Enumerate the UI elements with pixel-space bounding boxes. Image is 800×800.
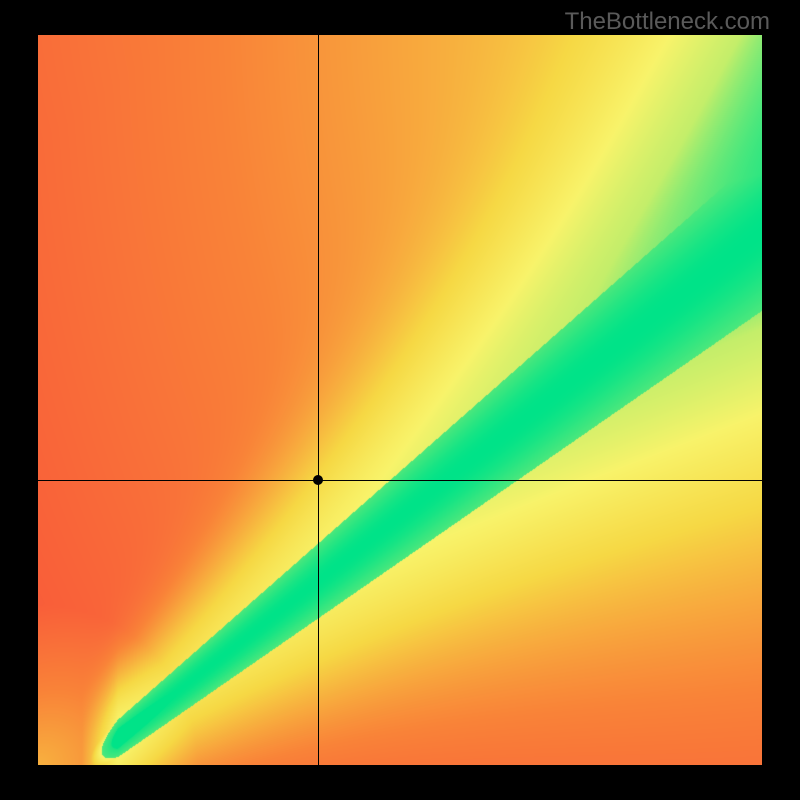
plot-area	[38, 35, 762, 765]
crosshair-vertical-line	[318, 35, 319, 765]
watermark-text: TheBottleneck.com	[565, 8, 770, 36]
bottleneck-heatmap	[38, 35, 762, 765]
heatmap-canvas-wrap	[38, 35, 762, 765]
crosshair-marker-dot	[313, 475, 323, 485]
crosshair-horizontal-line	[38, 480, 762, 481]
